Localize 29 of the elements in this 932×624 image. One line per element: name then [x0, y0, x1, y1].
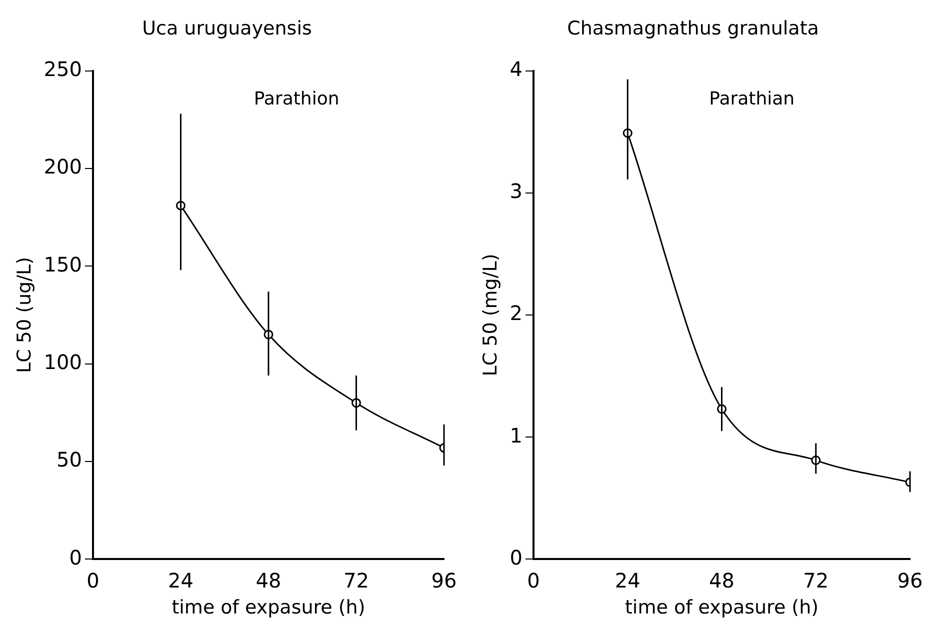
y-axis-title: LC 50 (mg/L): [479, 254, 502, 376]
y-tick-label: 0: [69, 545, 82, 570]
x-tick-label: 96: [897, 568, 923, 592]
x-tick-label: 72: [803, 568, 829, 592]
y-tick-label: 4: [510, 57, 523, 82]
x-tick-label: 0: [86, 568, 100, 592]
annotation: Parathion: [254, 88, 340, 110]
y-tick-label: 200: [44, 154, 82, 179]
x-axis-title: time of expasure (h): [624, 596, 819, 619]
x-tick-label: 96: [431, 568, 457, 592]
y-tick-label: 100: [44, 350, 82, 374]
y-tick-label: 1: [510, 423, 523, 448]
x-tick-label: 72: [344, 568, 369, 592]
y-tick-label: 0: [510, 545, 523, 570]
chart-title: Uca uruguayensis: [142, 17, 312, 40]
y-tick-label: 3: [510, 179, 523, 204]
annotation: Parathian: [709, 88, 795, 110]
x-tick-label: 48: [256, 568, 282, 592]
x-tick-label: 0: [527, 568, 540, 592]
y-tick-label: 2: [510, 301, 523, 326]
x-tick-label: 24: [614, 568, 640, 592]
x-tick-label: 24: [168, 568, 194, 592]
x-tick-label: 48: [709, 568, 734, 592]
y-tick-label: 50: [56, 448, 82, 472]
x-axis-title: time of expasure (h): [172, 596, 366, 619]
y-tick-label: 250: [44, 57, 82, 82]
y-axis-title: LC 50 (ug/L): [13, 256, 36, 374]
chart-title: Chasmagnathus granulata: [567, 17, 819, 40]
y-tick-label: 150: [44, 252, 82, 276]
